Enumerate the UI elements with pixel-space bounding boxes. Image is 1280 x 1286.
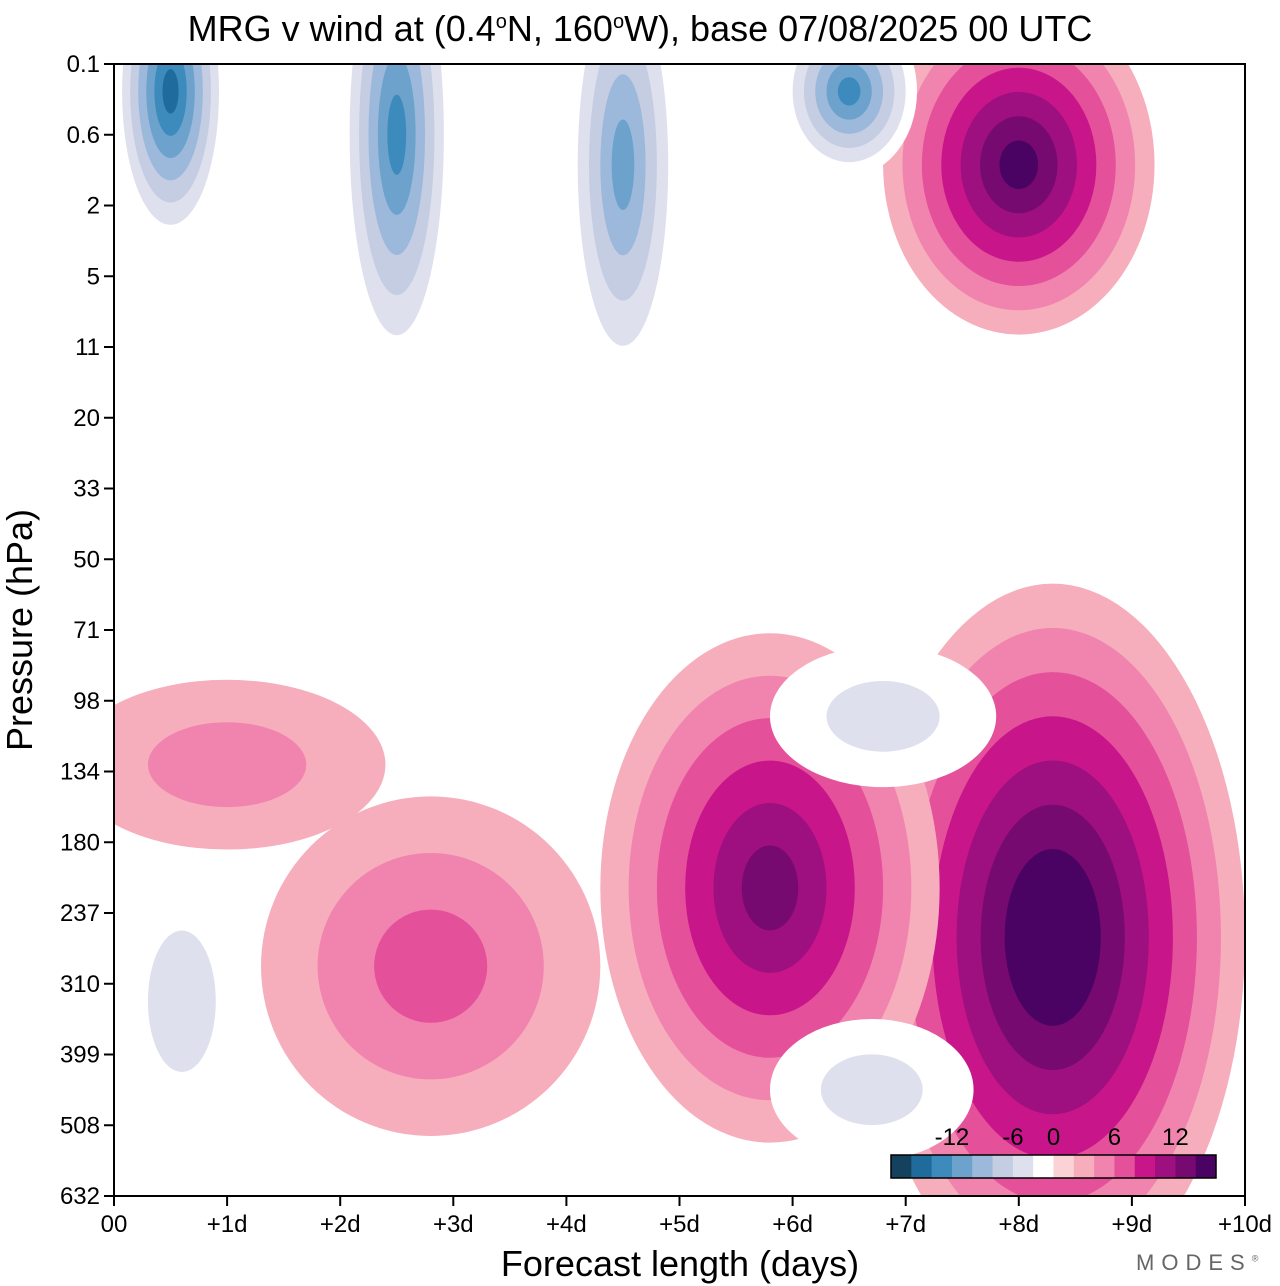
x-tick-label: +10d — [1218, 1211, 1272, 1238]
colorbar-swatch — [1175, 1155, 1197, 1178]
y-axis: 0.1 0.6 2 5 11 20 33 50 71 98 134 180 237 310 399 508 63… — [60, 51, 114, 1210]
colorbar-swatch — [1053, 1155, 1075, 1178]
y-tick-label: 0.1 — [67, 51, 100, 78]
x-tick-label: +4d — [546, 1211, 587, 1238]
field-feature — [769, 645, 997, 788]
colorbar-frame — [890, 1154, 1217, 1179]
x-tick-label: +7d — [885, 1211, 926, 1238]
field-feature — [114, 859, 250, 1143]
contour-level — [837, 77, 861, 106]
colorbar-label: 6 — [1108, 1124, 1121, 1151]
contour-level — [387, 94, 407, 175]
colorbar-swatch — [972, 1155, 994, 1178]
y-tick-label: 20 — [73, 405, 100, 432]
colorbar-swatch — [992, 1155, 1014, 1178]
contour-level — [1028, 893, 1077, 982]
x-tick-label: 00 — [101, 1211, 128, 1238]
colorbar-label: 0 — [1047, 1124, 1060, 1151]
x-tick-label: +6d — [772, 1211, 813, 1238]
contour-level — [147, 722, 307, 808]
x-axis-title: Forecast length (days) — [501, 1243, 859, 1284]
modes-logo: MODES® — [1136, 1250, 1259, 1275]
field-feature — [883, 64, 1155, 335]
field-feature — [566, 64, 680, 392]
y-tick-label: 71 — [73, 617, 100, 644]
field-feature — [600, 633, 940, 1143]
y-tick-label: 2 — [87, 193, 100, 220]
y-axis-title: Pressure (hPa) — [0, 509, 40, 751]
y-tick-label: 98 — [73, 688, 100, 715]
colorbar-swatch — [951, 1155, 973, 1178]
x-tick-label: +3d — [433, 1211, 474, 1238]
x-tick-label: +5d — [659, 1211, 700, 1238]
colorbar-label: -12 — [935, 1124, 970, 1151]
y-tick-label: 237 — [60, 900, 100, 927]
y-tick-label: 33 — [73, 476, 100, 503]
chart-title: MRG v wind at (0.4oN, 160oW), base 07/08… — [187, 8, 1093, 49]
colorbar-swatch — [1094, 1155, 1115, 1178]
colorbar-label: -6 — [1002, 1124, 1023, 1151]
colorbar-swatch — [931, 1155, 953, 1178]
contour-level — [826, 680, 940, 752]
colorbar-swatch — [891, 1155, 912, 1178]
contour-level — [820, 1054, 923, 1126]
y-tick-label: 0.6 — [67, 122, 100, 149]
x-tick-label: +8d — [998, 1211, 1039, 1238]
field-feature — [114, 64, 228, 247]
colorbar-swatch — [1195, 1155, 1217, 1178]
field-feature — [769, 1018, 974, 1161]
y-tick-label: 180 — [60, 829, 100, 856]
contour-level — [611, 119, 635, 211]
contour-level — [162, 69, 179, 114]
colorbar-swatch — [1155, 1155, 1176, 1178]
y-tick-label: 11 — [75, 334, 100, 361]
field-feature — [261, 796, 601, 1136]
y-tick-label: 310 — [60, 971, 100, 998]
x-tick-label: +9d — [1112, 1211, 1153, 1238]
colorbar-swatch — [1134, 1155, 1156, 1178]
heatmap-field — [114, 64, 1245, 1196]
field-feature — [340, 64, 454, 376]
y-tick-label: 50 — [73, 546, 100, 573]
contour-level — [999, 140, 1039, 190]
colorbar-label: 12 — [1162, 1124, 1189, 1151]
contour-level — [374, 909, 488, 1023]
x-axis: 00 +1d +2d +3d +4d +5d +6d +7d +8d +9d +10d — [101, 1196, 1272, 1238]
colorbar-swatch — [911, 1155, 933, 1178]
contour-level — [147, 930, 216, 1073]
x-tick-label: +2d — [320, 1211, 361, 1238]
y-tick-label: 399 — [60, 1042, 100, 1069]
contour-level — [741, 845, 799, 931]
x-tick-label: +1d — [207, 1211, 248, 1238]
colorbar-swatch — [1114, 1155, 1136, 1178]
y-tick-label: 632 — [60, 1183, 100, 1210]
colorbar: -12 -6 0 6 12 — [890, 1124, 1217, 1179]
colorbar-swatch — [1033, 1155, 1054, 1178]
y-tick-label: 5 — [87, 263, 100, 290]
field-feature — [114, 679, 386, 850]
y-tick-label: 508 — [60, 1112, 100, 1139]
y-tick-label: 134 — [60, 759, 100, 786]
colorbar-swatch — [1073, 1155, 1095, 1178]
field-feature — [781, 64, 917, 177]
colorbar-swatch — [1012, 1155, 1034, 1178]
